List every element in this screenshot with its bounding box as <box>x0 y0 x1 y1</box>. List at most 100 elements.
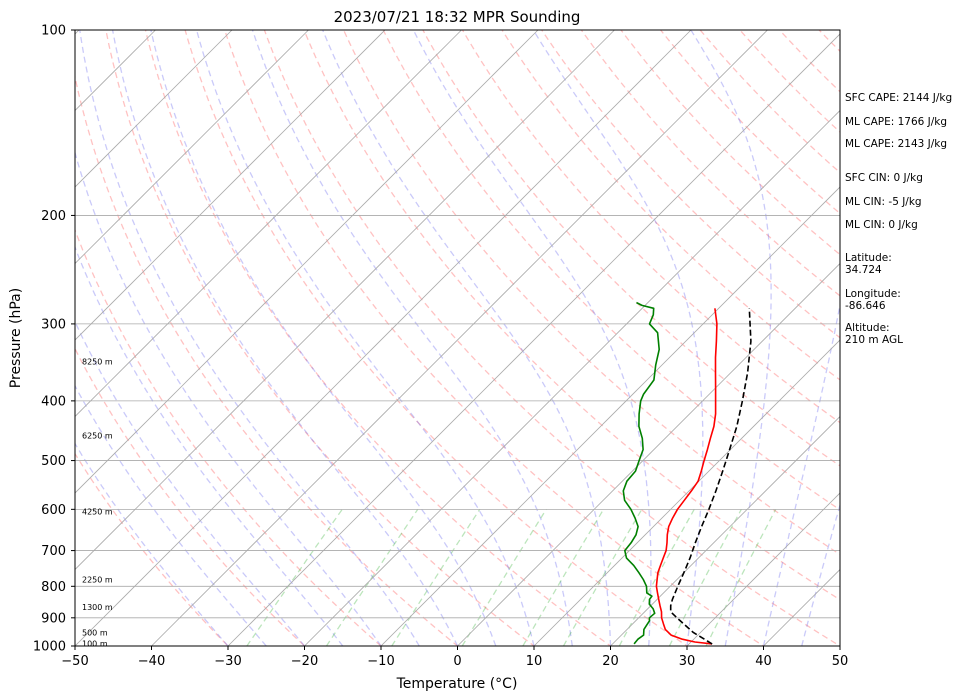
isotherm-line <box>75 30 539 494</box>
mixing-ratio-line <box>325 508 419 646</box>
dry-adiabat-line <box>75 74 459 646</box>
moist-adiabat-line <box>111 30 459 646</box>
dry-adiabat-line <box>224 30 765 646</box>
isotherm-line <box>227 33 840 646</box>
moist-adiabat-line <box>251 30 573 646</box>
sfc-cin-text: SFC CIN: 0 J/kg <box>845 172 923 184</box>
dry-adiabat-line <box>501 30 840 381</box>
height-label: 100 m <box>82 639 108 648</box>
y-tick-label: 200 <box>41 209 66 224</box>
mixing-ratio-line <box>668 508 742 646</box>
height-label: 6250 m <box>82 431 113 440</box>
isotherm-line <box>75 30 462 418</box>
isotherm-line <box>686 492 840 646</box>
moist-adiabat-line <box>75 245 344 646</box>
x-tick-label: −50 <box>61 654 88 669</box>
isotherm-line <box>610 415 840 646</box>
x-tick-label: 50 <box>832 654 849 669</box>
isotherm-line <box>380 186 840 646</box>
ml-cin-text: ML CIN: -5 J/kg <box>845 196 922 208</box>
x-tick-label: −20 <box>291 654 318 669</box>
y-tick-label: 400 <box>41 394 66 409</box>
latitude-text: Latitude: 34.724 <box>845 252 892 277</box>
longitude-text: Longitude: -86.646 <box>845 288 901 313</box>
dry-adiabat-line <box>105 30 536 646</box>
moist-adiabat-line <box>150 30 497 646</box>
isotherm-line <box>0 30 3 646</box>
isotherm-line <box>457 262 840 646</box>
mixing-ratio-line <box>618 508 695 646</box>
isotherm-line <box>75 30 615 571</box>
x-axis-label: Temperature (°C) <box>396 676 518 692</box>
x-tick-label: 0 <box>453 654 461 669</box>
moist-adiabat-line <box>762 301 840 646</box>
y-tick-label: 300 <box>41 317 66 332</box>
ml-cin-text: ML CIN: 0 J/kg <box>845 219 918 231</box>
mixing-ratio-line <box>391 508 481 646</box>
moist-adiabat-line <box>79 30 420 646</box>
dry-adiabat-line <box>75 347 306 646</box>
x-tick-label: 10 <box>526 654 543 669</box>
mixing-ratio-line <box>705 508 777 646</box>
y-tick-label: 900 <box>41 611 66 626</box>
dry-adiabat-line <box>263 30 840 646</box>
chart-title: 2023/07/21 18:32 MPR Sounding <box>334 8 581 26</box>
moist-adiabat-line <box>690 30 772 646</box>
height-label: 2250 m <box>82 576 113 585</box>
isotherm-line <box>75 30 692 646</box>
isotherm-line <box>75 30 309 265</box>
sfc-cape-text: SFC CAPE: 2144 J/kg <box>845 92 953 104</box>
height-label: 4250 m <box>82 508 113 517</box>
dry-adiabat-line <box>382 30 840 511</box>
dry-adiabat-line <box>660 30 840 215</box>
moist-adiabat-line <box>195 30 535 646</box>
dry-adiabat-line <box>75 452 229 646</box>
dry-adiabat-line <box>461 30 840 424</box>
mixing-ratio-line <box>562 508 643 646</box>
height-label: 1300 m <box>82 603 113 612</box>
x-tick-label: 30 <box>679 654 696 669</box>
dry-adiabat-line <box>303 30 840 601</box>
x-tick-label: 40 <box>755 654 772 669</box>
plot-frame <box>74 29 841 647</box>
ml-cape-text: ML CAPE: 1766 J/kg <box>845 116 948 128</box>
x-tick-label: −30 <box>214 654 241 669</box>
moist-adiabat-line <box>412 30 652 646</box>
dry-adiabat-line <box>75 228 383 646</box>
isotherm-line <box>75 30 386 341</box>
dry-adiabat-line <box>184 30 689 646</box>
isotherm-line <box>151 30 768 646</box>
x-tick-label: 20 <box>602 654 619 669</box>
moist-adiabat-line <box>75 384 267 646</box>
isotherm-line <box>533 339 840 646</box>
ml-cape-text: ML CAPE: 2143 J/kg <box>845 138 948 150</box>
y-tick-label: 800 <box>41 580 66 595</box>
dewpoint-profile <box>622 301 660 645</box>
height-label: 8250 m <box>82 357 113 366</box>
dry-adiabat-line <box>699 30 840 174</box>
y-axis-label: Pressure (hPa) <box>8 288 24 388</box>
y-tick-label: 1000 <box>33 640 66 655</box>
parcel-profile <box>669 308 752 645</box>
altitude-text: Altitude: 210 m AGL <box>845 322 903 347</box>
mixing-ratio-line <box>461 508 547 646</box>
dry-adiabat-line <box>620 30 840 256</box>
y-tick-label: 100 <box>41 24 66 39</box>
dry-adiabat-line <box>144 30 612 646</box>
moist-adiabat-line <box>75 442 229 646</box>
y-tick-label: 500 <box>41 454 66 469</box>
y-tick-label: 700 <box>41 544 66 559</box>
temperature-profile <box>655 308 718 645</box>
y-tick-label: 600 <box>41 503 66 518</box>
moist-adiabat-line <box>75 150 382 646</box>
isotherm-line <box>304 109 840 646</box>
mixing-ratio-line <box>246 508 343 646</box>
x-tick-label: −40 <box>138 654 165 669</box>
moist-adiabat-line <box>322 30 612 646</box>
moist-adiabat-line <box>532 30 704 646</box>
moist-adiabat-line <box>801 502 840 646</box>
mixing-ratio-line <box>522 508 605 646</box>
isotherm-line <box>75 30 233 188</box>
height-label: 500 m <box>82 628 108 637</box>
